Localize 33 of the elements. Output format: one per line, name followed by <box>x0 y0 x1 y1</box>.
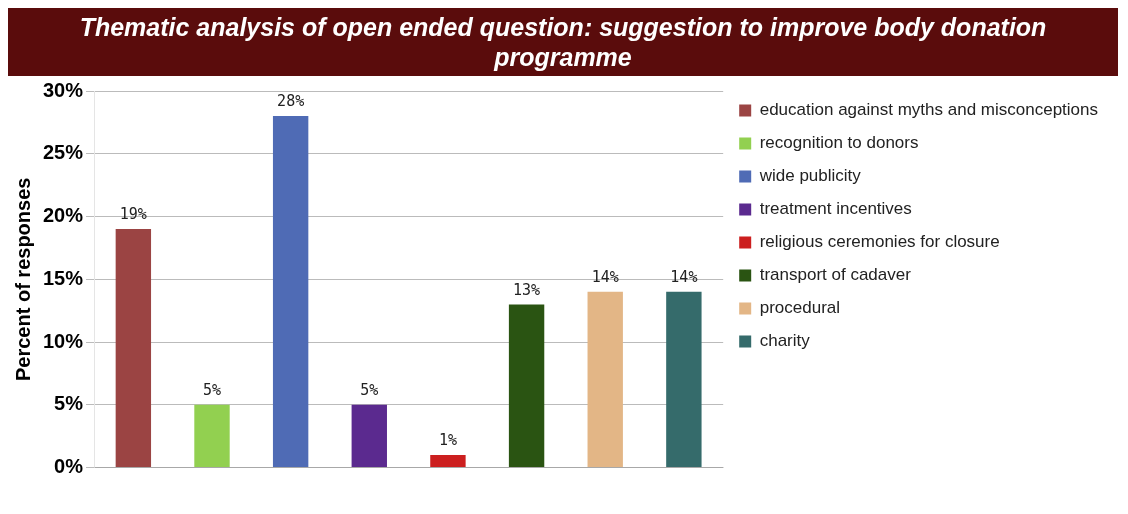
data-label: 19% <box>119 205 147 224</box>
data-label: 5% <box>360 381 379 400</box>
y-tick-label: 10% <box>43 329 84 352</box>
bar <box>587 291 623 468</box>
y-tick-label: 20% <box>43 204 84 227</box>
bar <box>430 455 466 468</box>
data-label: 14% <box>591 268 619 287</box>
y-tick-label: 5% <box>54 392 84 415</box>
data-label: 28% <box>277 92 305 111</box>
legend-label: education against myths and misconceptions <box>759 100 1099 120</box>
bar <box>194 404 230 468</box>
bar <box>272 116 309 468</box>
y-tick-label: 30% <box>43 78 84 101</box>
legend-label: treatment incentives <box>759 199 912 219</box>
data-label: 14% <box>670 268 698 287</box>
data-label: 13% <box>513 280 541 299</box>
bar <box>666 291 702 468</box>
bar <box>351 404 387 468</box>
legend-label: religious ceremonies for closure <box>759 232 1000 252</box>
bar <box>115 229 152 468</box>
bar <box>508 304 545 468</box>
legend-label: wide publicity <box>758 166 862 186</box>
y-tick-label: 15% <box>43 266 84 289</box>
data-label: 5% <box>202 381 222 400</box>
legend-label: recognition to donors <box>759 133 919 153</box>
legend-label: charity <box>759 331 811 351</box>
legend-label: procedural <box>759 298 841 318</box>
y-tick-label: 0% <box>54 455 84 478</box>
chart-title: Thematic analysis of open ended question: suggestion to improve body donation programme <box>8 8 1118 76</box>
y-tick-label: 25% <box>43 141 84 164</box>
data-label: 1% <box>438 431 457 450</box>
legend-label: transport of cadaver <box>759 265 912 285</box>
y-axis-title: Percent of responses <box>11 177 34 382</box>
